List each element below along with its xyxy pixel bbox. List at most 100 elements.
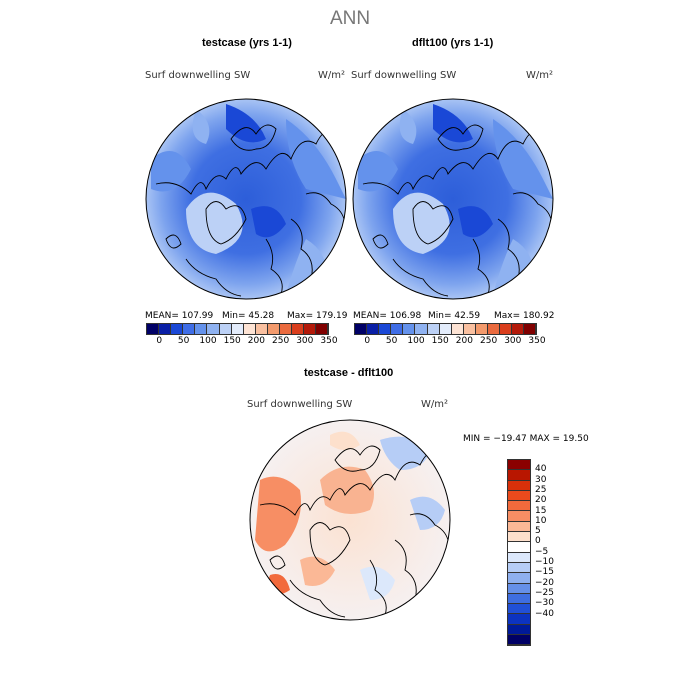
colorbar-cell	[508, 480, 530, 491]
colorbar-tick-label: 250	[480, 336, 498, 346]
colorbar-tick-label: 15	[535, 505, 547, 516]
colorbar-cell	[292, 324, 305, 334]
colorbar-tick-label: −15	[535, 567, 554, 578]
colorbar-cell	[508, 604, 530, 615]
colorbar-cell	[508, 562, 530, 574]
colorbar-cell	[255, 324, 268, 334]
colorbar-cell	[508, 490, 530, 502]
colorbar-cell	[508, 532, 530, 543]
colorbar-cell	[508, 470, 530, 481]
colorbar-tick-label: 40	[535, 464, 547, 475]
colorbar-cell	[508, 614, 530, 625]
panel1-max: Max= 179.19	[287, 311, 348, 321]
colorbar-cell	[508, 583, 530, 594]
colorbar-cell	[508, 624, 530, 636]
colorbar-tick-label: 30	[535, 474, 547, 485]
colorbar-difference	[507, 459, 531, 647]
colorbar-cell	[267, 324, 281, 334]
map-testcase	[146, 99, 346, 299]
colorbar-cell	[304, 324, 317, 334]
colorbar-tick-label: 350	[528, 336, 546, 346]
colorbar-tick-label: 150	[223, 336, 241, 346]
colorbar-tick-label: 25	[535, 484, 547, 495]
colorbar-testcase-cells	[147, 324, 329, 334]
colorbar-tick-label: 10	[535, 515, 547, 526]
colorbar-tick-label: 200	[247, 336, 265, 346]
colorbar-cell	[508, 542, 530, 553]
colorbar-cell	[508, 460, 530, 471]
colorbar-cell	[500, 324, 513, 334]
colorbar-tick-label: 20	[535, 495, 547, 506]
colorbar-cell	[243, 324, 256, 334]
panel2-mean: MEAN= 106.98	[353, 311, 422, 321]
colorbar-cell	[451, 324, 464, 334]
panel2-max: Max= 180.92	[494, 311, 555, 321]
colorbar-tick-label: 350	[320, 336, 338, 346]
panel2-min: Min= 42.59	[428, 311, 481, 321]
colorbar-cell	[415, 324, 428, 334]
colorbar-cell	[463, 324, 476, 334]
colorbar-tick-label: 5	[535, 526, 541, 537]
panel1-min: Min= 45.28	[222, 311, 275, 321]
colorbar-cell	[219, 324, 232, 334]
panel-title-testcase: testcase (yrs 1-1)	[202, 37, 292, 49]
colorbar-cell	[508, 593, 530, 605]
colorbar-cell	[195, 324, 208, 334]
colorbar-cell	[508, 501, 530, 512]
colorbar-cell	[183, 324, 196, 334]
colorbar-tick-label: 100	[407, 336, 425, 346]
colorbar-tick-label: 0	[156, 336, 163, 346]
panel3-units: W/m²	[421, 399, 449, 410]
colorbar-tick-label: 300	[504, 336, 522, 346]
colorbar-tick-label: 50	[177, 336, 190, 346]
colorbar-cell	[508, 635, 530, 646]
panel-title-difference: testcase - dflt100	[304, 367, 394, 379]
colorbar-cell	[508, 552, 530, 563]
panel1-field-label: Surf downwelling SW	[145, 70, 251, 81]
colorbar-tick-label: −10	[535, 557, 554, 567]
panel1-mean: MEAN= 107.99	[145, 311, 214, 321]
colorbar-tick-label: −20	[535, 577, 554, 588]
colorbar-cell	[171, 324, 184, 334]
colorbar-cell	[475, 324, 489, 334]
colorbar-tick-label: 50	[385, 336, 398, 346]
colorbar-cell	[508, 521, 530, 533]
colorbar-tick-label: 0	[364, 336, 371, 346]
colorbar-tick-label: 250	[272, 336, 290, 346]
colorbar-tick-label: 100	[199, 336, 217, 346]
colorbar-tick-label: 150	[431, 336, 449, 346]
colorbar-cell	[427, 324, 440, 334]
figure-title: ANN	[329, 8, 371, 29]
colorbar-tick-label: −5	[535, 546, 549, 557]
colorbar-cell	[231, 324, 244, 334]
colorbar-cell	[147, 324, 160, 334]
map-difference	[250, 420, 450, 620]
colorbar-cell	[439, 324, 452, 334]
colorbar-cell	[391, 324, 404, 334]
panel3-field-label: Surf downwelling SW	[247, 399, 353, 410]
colorbar-cell	[403, 324, 416, 334]
colorbar-cell	[508, 511, 530, 522]
colorbar-cell	[316, 324, 329, 334]
colorbar-tick-label: −30	[535, 598, 554, 609]
panel2-units: W/m²	[526, 70, 554, 81]
colorbar-cell	[207, 324, 220, 334]
colorbar-cell	[524, 324, 537, 334]
panel-title-dflt100: dflt100 (yrs 1-1)	[412, 37, 494, 49]
colorbar-tick-label: 300	[296, 336, 314, 346]
colorbar-tick-label: −40	[535, 608, 554, 619]
colorbar-cell	[159, 324, 172, 334]
colorbar-dflt100-cells	[355, 324, 537, 334]
colorbar-tick-label: 200	[455, 336, 473, 346]
colorbar-cell	[355, 324, 368, 334]
colorbar-cell	[512, 324, 525, 334]
colorbar-cell	[508, 573, 530, 584]
colorbar-cell	[367, 324, 380, 334]
colorbar-cell	[488, 324, 501, 334]
colorbar-cell	[280, 324, 293, 334]
panel3-minmax: MIN = −19.47 MAX = 19.50	[463, 434, 589, 444]
colorbar-tick-label: −25	[535, 587, 554, 598]
colorbar-tick-label: 0	[535, 536, 541, 547]
